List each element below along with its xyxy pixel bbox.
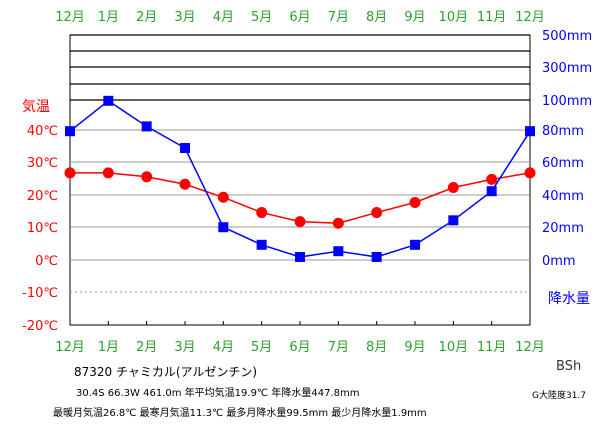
precipitation-tick: 100mm (542, 94, 592, 109)
temperature-point (294, 216, 306, 228)
temperature-point (141, 171, 153, 183)
month-label-top: 12月 (515, 10, 545, 25)
temperature-point (64, 167, 76, 179)
month-label-top: 1月 (98, 10, 119, 25)
precipitation-point (371, 251, 382, 262)
climate-chart: 12月 1月 2月 3月 4月 5月 6月 7月 8月 9月 10月 11月 12月 12月 1月 2月 3月 4… (22, 10, 592, 355)
month-label-bottom: 8月 (366, 340, 387, 355)
temperature-tick: 30℃ (27, 156, 58, 171)
month-label-top: 9月 (404, 10, 425, 25)
precipitation-tick: 300mm (542, 61, 592, 76)
month-label-bottom: 9月 (404, 340, 425, 355)
temperature-tick: -20℃ (22, 319, 58, 334)
temperature-tick: 10℃ (27, 221, 58, 236)
month-label-bottom: 10月 (439, 340, 469, 355)
precipitation-point (141, 121, 152, 132)
station-summary: 30.4S 66.3W 461.0m 年平均気温19.9℃ 年降水量447.8m… (76, 388, 360, 399)
month-label-top: 12月 (55, 10, 85, 25)
month-label-top: 6月 (289, 10, 310, 25)
temperature-point (524, 167, 536, 179)
month-label-bottom: 12月 (515, 340, 545, 355)
month-label-top: 10月 (439, 10, 469, 25)
precipitation-point (103, 95, 114, 106)
month-label-top: 4月 (213, 10, 234, 25)
temperature-axis-title: 気温 (22, 99, 50, 115)
continentality: G大陸度31.7 (532, 391, 587, 401)
month-label-bottom: 2月 (136, 340, 157, 355)
extremes-summary: 最暖月気温26.8℃ 最寒月気温11.3℃ 最多月降水量99.5mm 最少月降水… (53, 408, 427, 419)
plot-frame (69, 34, 531, 326)
precipitation-tick: 40mm (542, 189, 584, 204)
precipitation-point (486, 186, 497, 197)
month-label-top: 11月 (477, 10, 507, 25)
precipitation-point (256, 239, 267, 250)
month-label-bottom: 4月 (213, 340, 234, 355)
temperature-point (179, 178, 191, 190)
temperature-tick: 20℃ (27, 189, 58, 204)
station-name: 87320 チャミカル(アルゼンチン) (74, 365, 258, 379)
precipitation-point (333, 246, 344, 257)
month-label-top: 3月 (174, 10, 195, 25)
temperature-point (217, 191, 229, 203)
precipitation-point (180, 143, 190, 153)
temperature-point (447, 182, 459, 194)
precipitation-point (295, 251, 305, 262)
month-label-bottom: 11月 (477, 340, 507, 355)
precipitation-point (218, 222, 229, 233)
precipitation-tick: 80mm (542, 124, 584, 139)
temperature-point (486, 173, 498, 185)
precipitation-point (65, 126, 75, 137)
month-label-bottom: 3月 (174, 340, 195, 355)
month-label-bottom: 6月 (289, 340, 310, 355)
month-label-top: 8月 (366, 10, 387, 25)
month-label-bottom: 1月 (98, 340, 119, 355)
month-label-bottom: 7月 (328, 340, 349, 355)
precipitation-point (525, 126, 535, 137)
temperature-tick: -10℃ (22, 286, 58, 301)
precipitation-tick: 500mm (542, 29, 592, 44)
temperature-tick: 40℃ (27, 124, 58, 139)
precipitation-tick: 60mm (542, 156, 584, 171)
month-label-top: 7月 (328, 10, 349, 25)
climate-class: BSh (556, 359, 582, 374)
temperature-tick: 0℃ (35, 254, 58, 269)
precipitation-point (448, 215, 459, 226)
month-label-bottom: 5月 (251, 340, 272, 355)
temperature-point (256, 207, 268, 219)
temperature-point (332, 217, 344, 229)
precipitation-axis-title: 降水量 (548, 291, 590, 307)
precipitation-point (410, 239, 420, 250)
month-label-top: 5月 (251, 10, 272, 25)
month-label-top: 2月 (136, 10, 157, 25)
temperature-point (371, 207, 383, 219)
precipitation-tick: 20mm (542, 221, 584, 236)
month-label-bottom: 12月 (55, 340, 85, 355)
temperature-point (409, 196, 421, 208)
precipitation-tick: 0mm (542, 254, 576, 269)
temperature-point (102, 167, 114, 179)
